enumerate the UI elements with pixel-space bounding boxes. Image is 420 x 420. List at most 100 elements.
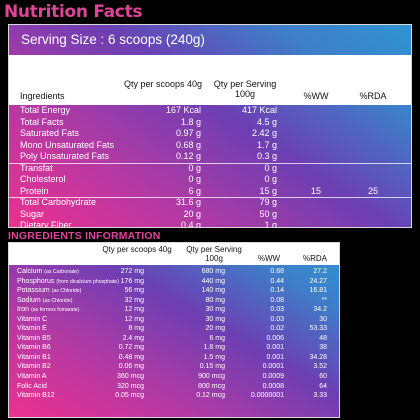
header-rda: %RDA bbox=[359, 91, 387, 101]
qty-per-scoops: 56 mg bbox=[124, 287, 144, 295]
nutrition-facts-panel: Serving Size : 6 scoops (240g) Ingredien… bbox=[8, 24, 412, 228]
ingredient-note: (as Carbonate) bbox=[44, 269, 79, 275]
percent-ww: 0.0000001 bbox=[250, 392, 284, 400]
qty-per-serving: 20 mg bbox=[205, 325, 225, 333]
ingredients-title: INGREDIENTS INFORMATION bbox=[8, 230, 161, 242]
ingredient-name: Phosphorus (from dicalcium phosphate) bbox=[17, 277, 119, 288]
ingredient-name: Sodium (as Chloride) bbox=[17, 296, 72, 307]
ingredient-note: (as Chloride) bbox=[51, 288, 82, 295]
qty-per-scoops: 1.8 g bbox=[180, 116, 201, 127]
table-row: Dietary Fiber 0.4 g 1 g bbox=[9, 220, 411, 227]
percent-ww: 0.03 bbox=[270, 315, 284, 323]
qty-per-serving: 50 g bbox=[259, 208, 277, 219]
table-row: Total Facts 1.8 g 4.5 g bbox=[9, 117, 411, 129]
ingredient-name: Iron (as ferrous fumarate) bbox=[17, 305, 80, 316]
ingredient-name: Calcium (as Carbonate) bbox=[17, 267, 79, 278]
percent-rda: 38 bbox=[319, 344, 327, 352]
ingredient-name: Vitamin B12 bbox=[17, 391, 55, 401]
percent-rda: 16.81 bbox=[309, 287, 327, 295]
table-row: Vitamin B6 0.72 mg 1.8 mg 0.001 38 bbox=[9, 343, 339, 353]
percent-ww: 15 bbox=[310, 185, 321, 196]
header-ww: %WW bbox=[303, 91, 329, 101]
table-row: Saturated Fats 0.97 g 2.42 g bbox=[9, 128, 411, 140]
header2-ww: %WW bbox=[257, 254, 281, 263]
table-row: Transfat 0 g 0 g bbox=[9, 163, 411, 175]
page-title: Nutrition Facts bbox=[4, 2, 143, 22]
qty-per-serving: 417 Kcal bbox=[241, 105, 277, 115]
percent-rda: 27.2 bbox=[313, 268, 327, 275]
qty-per-serving: 0 g bbox=[264, 174, 277, 184]
table-row: Protein 6 g 15 g 15 25 bbox=[9, 186, 411, 198]
qty-per-serving: 680 mg bbox=[201, 268, 225, 275]
ingredient-label: Sodium bbox=[17, 296, 41, 304]
percent-ww: 0.006 bbox=[266, 334, 284, 342]
qty-per-scoops: 6 g bbox=[188, 185, 201, 196]
percent-rda: 3.33 bbox=[313, 392, 327, 400]
table-row: Vitamin B12 0.05 mcg 0.12 mcg 0.0000001 3.33 bbox=[9, 391, 339, 401]
ingredient-note: (from dicalcium phosphate) bbox=[56, 278, 119, 285]
qty-per-serving: 30 mg bbox=[205, 315, 225, 323]
header-qty-scoops: Qty per scoops 40g bbox=[123, 79, 203, 89]
table-row: Vitamin A 360 mcg 900 mcg 0.0009 60 bbox=[9, 372, 339, 382]
qty-per-serving: 15 g bbox=[259, 185, 277, 196]
qty-per-serving: 900 mcg bbox=[198, 373, 225, 381]
percent-rda: 64 bbox=[319, 382, 327, 390]
nutrient-name: Poly Unsaturated Fats bbox=[20, 151, 110, 161]
qty-per-serving: 4.5 g bbox=[256, 116, 277, 127]
percent-rda: 34.2 bbox=[313, 306, 327, 314]
ingredient-name: Vitamin B1 bbox=[17, 353, 51, 363]
table-row: Total Energy 167 Kcal 417 Kcal bbox=[9, 105, 411, 117]
percent-ww: 0.02 bbox=[270, 325, 284, 333]
nutrient-name: Total Carbohydrate bbox=[20, 197, 97, 207]
qty-per-serving: 80 mg bbox=[205, 296, 225, 304]
table-row: Vitamin E 8 mg 20 mg 0.02 53.33 bbox=[9, 324, 339, 334]
table-row: Sugar 20 g 50 g bbox=[9, 209, 411, 221]
qty-per-scoops: 31.6 g bbox=[175, 197, 201, 207]
table-row: Folic Acid 320 mcg 800 mcg 0.0008 64 bbox=[9, 382, 339, 392]
ingredient-label: Vitamin A bbox=[17, 373, 47, 381]
ingredient-label: Calcium bbox=[17, 268, 43, 275]
table-row: Poly Unsaturated Fats 0.12 g 0.3 g bbox=[9, 151, 411, 163]
ingredient-label: Vitamin B5 bbox=[17, 334, 51, 342]
qty-per-scoops: 167 Kcal bbox=[165, 105, 201, 115]
table-row: Vitamin B2 0.06 mg 0.15 mg 0.0001 3.52 bbox=[9, 362, 339, 372]
percent-ww: 0.68 bbox=[270, 268, 284, 275]
ingredient-label: Vitamin B6 bbox=[17, 344, 51, 352]
qty-per-serving: 0 g bbox=[264, 162, 277, 173]
table-row: Vitamin B1 0.48 mg 1.5 mg 0.001 34.28 bbox=[9, 353, 339, 363]
table-row: Potassium (as Chloride) 56 mg 140 mg 0.14 16.… bbox=[9, 286, 339, 296]
percent-rda: 25 bbox=[367, 185, 378, 196]
nutrition-table-header: Ingredients Qty per scoops 40g Qty per S… bbox=[9, 55, 411, 105]
qty-per-scoops: 0.68 g bbox=[175, 139, 201, 150]
serving-size: Serving Size : 6 scoops (240g) bbox=[21, 32, 205, 47]
qty-per-scoops: 0.06 mg bbox=[118, 363, 144, 371]
nutrient-name: Saturated Fats bbox=[20, 128, 80, 138]
ingredient-name: Vitamin B2 bbox=[17, 362, 51, 372]
percent-rda: 53.33 bbox=[309, 325, 327, 333]
nutrient-name: Transfat bbox=[20, 162, 53, 173]
ingredient-name: Folic Acid bbox=[17, 382, 47, 392]
qty-per-serving: 30 mg bbox=[205, 306, 225, 314]
qty-per-scoops: 8 mg bbox=[128, 325, 144, 333]
qty-per-scoops: 320 mcg bbox=[117, 382, 144, 390]
header-qty-serving: Qty per Serving 100g bbox=[213, 79, 277, 99]
ingredient-label: Vitamin E bbox=[17, 325, 47, 333]
table-row: Cholesterol 0 g 0 g bbox=[9, 174, 411, 186]
percent-rda: 30 bbox=[319, 315, 327, 323]
qty-per-scoops: 32 mg bbox=[124, 296, 144, 304]
table-row: Iron (as ferrous fumarate) 12 mg 30 mg 0.03 3… bbox=[9, 305, 339, 315]
qty-per-scoops: 0.72 mg bbox=[118, 344, 144, 352]
qty-per-serving: 140 mg bbox=[201, 287, 225, 295]
qty-per-scoops: 0.97 g bbox=[175, 128, 201, 138]
nutrient-name: Protein bbox=[20, 185, 49, 196]
qty-per-serving: 0.12 mcg bbox=[196, 392, 225, 400]
ingredient-note: (as Chloride) bbox=[42, 297, 73, 304]
percent-ww: 0.001 bbox=[266, 344, 284, 352]
qty-per-scoops: 12 mg bbox=[124, 306, 144, 314]
qty-per-scoops: 0.48 mg bbox=[118, 353, 144, 361]
row-divider bbox=[9, 162, 411, 164]
qty-per-serving: 1.7 g bbox=[256, 139, 277, 150]
table-row: Phosphorus (from dicalcium phosphate) 176 … bbox=[9, 277, 339, 287]
qty-per-scoops: 0 g bbox=[188, 174, 201, 184]
qty-per-scoops: 0.12 g bbox=[175, 151, 201, 161]
